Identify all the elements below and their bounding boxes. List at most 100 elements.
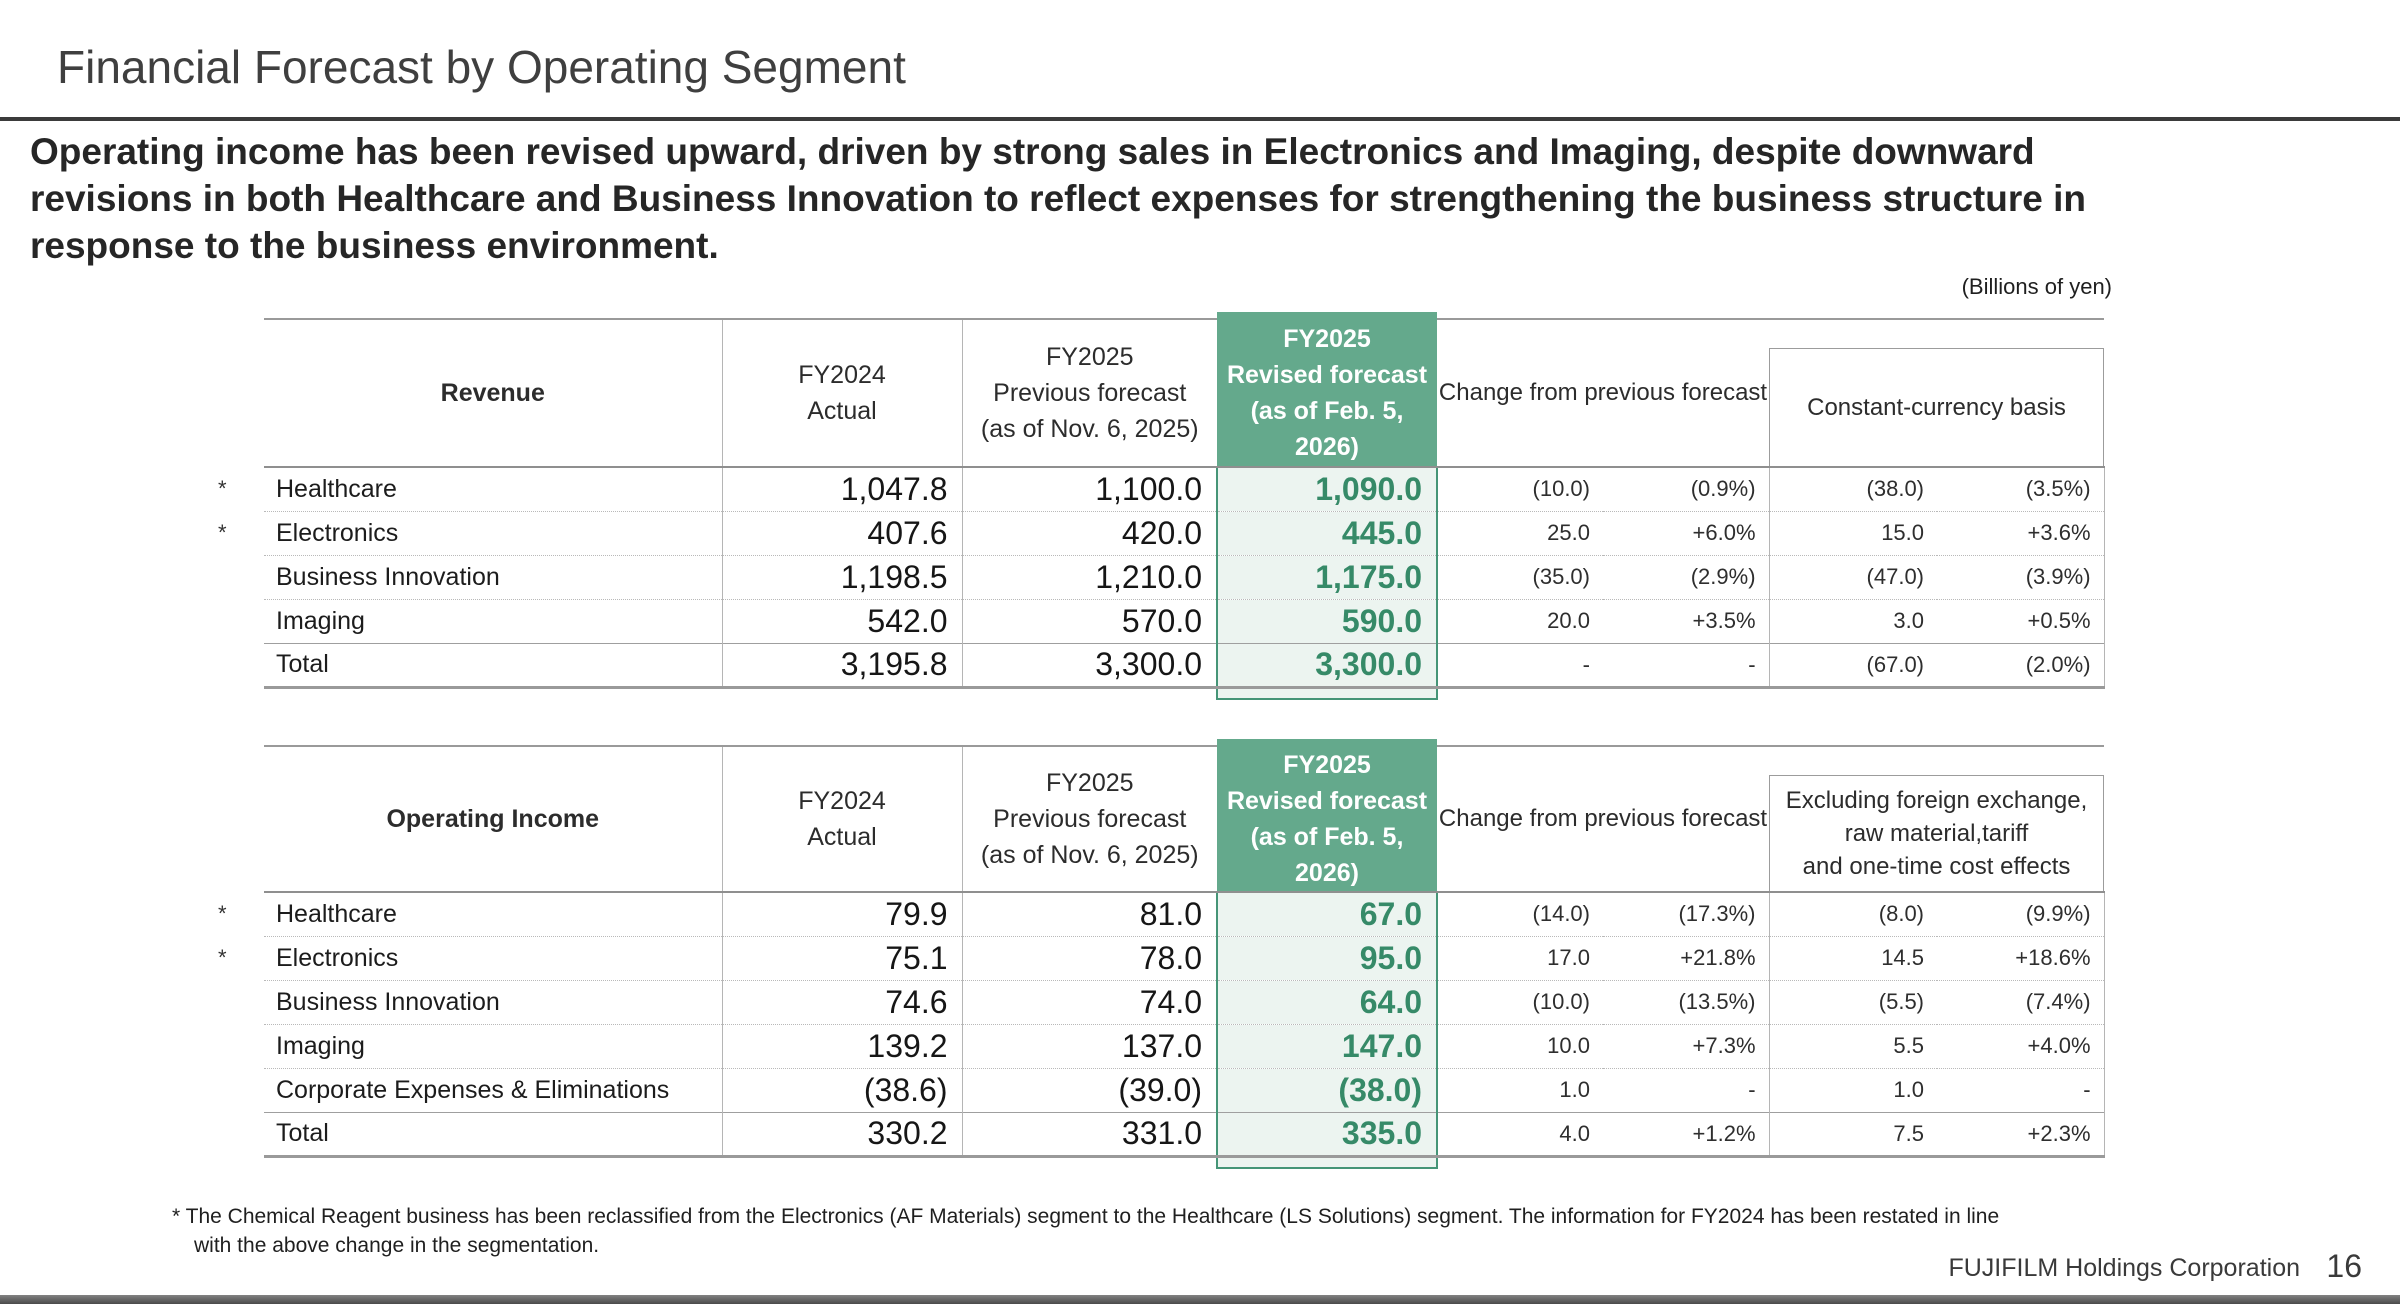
col-header-excluding-effects: Excluding foreign exchange, raw material… xyxy=(1769,745,2105,893)
row-label-text: Total xyxy=(276,650,329,678)
row-label: * Electronics xyxy=(218,935,722,980)
cell-revised-forecast: 445.0 xyxy=(1216,510,1438,555)
cell-revised-forecast: 590.0 xyxy=(1216,598,1438,643)
row-label: * Healthcare xyxy=(218,467,722,511)
revised-value: 1,090.0 xyxy=(1315,470,1422,507)
cell-excluding-value: (8.0) xyxy=(1768,892,1938,936)
row-label: Imaging xyxy=(264,598,722,643)
col-header-revised-text: FY2025 Revised forecast (as of Feb. 5, 2… xyxy=(1226,751,1428,887)
cell-excluding-value: 5.5 xyxy=(1768,1023,1938,1068)
row-label: Total xyxy=(264,1111,722,1158)
cell-revised-forecast: 64.0 xyxy=(1216,979,1438,1024)
cell-revised-forecast: 147.0 xyxy=(1216,1023,1438,1068)
cell-constant-currency-pct: +0.5% xyxy=(1937,598,2105,643)
cell-change-value: 1.0 xyxy=(1437,1067,1603,1112)
cell-constant-currency-value: (67.0) xyxy=(1768,642,1938,689)
cell-previous-forecast: (39.0) xyxy=(961,1067,1217,1112)
col-header-change-text: Change from previous forecast xyxy=(1438,805,1768,832)
cell-excluding-value: 7.5 xyxy=(1768,1111,1938,1158)
asterisk-marker: * xyxy=(218,901,227,927)
col-header-constant-currency: Constant-currency basis xyxy=(1769,318,2105,468)
revised-value: 1,175.0 xyxy=(1315,558,1422,595)
table-row: * Electronics 407.6 420.0 445.0 25.0 +6.0… xyxy=(218,510,2105,555)
title-divider xyxy=(0,117,2400,121)
row-label: Business Innovation xyxy=(264,979,722,1024)
revised-value: 64.0 xyxy=(1359,983,1422,1020)
footnote-line: * The Chemical Reagent business has been… xyxy=(172,1205,2000,1228)
col-header-fy2024-actual: FY2024 Actual xyxy=(721,745,962,893)
cell-change-pct: - xyxy=(1603,1067,1770,1112)
table-title-revenue: Revenue xyxy=(264,318,722,468)
col-header-change: Change from previous forecast xyxy=(1437,318,1770,468)
revised-value: 147.0 xyxy=(1341,1027,1422,1064)
col-header-change: Change from previous forecast xyxy=(1437,745,1770,893)
cell-fy2024-actual: 1,047.8 xyxy=(721,467,962,511)
cell-previous-forecast: 3,300.0 xyxy=(961,642,1217,689)
row-label-text: Imaging xyxy=(276,1031,365,1060)
cell-previous-forecast: 331.0 xyxy=(961,1111,1217,1158)
cell-change-pct: (13.5%) xyxy=(1603,979,1770,1024)
table-row: Corporate Expenses & Eliminations (38.6)… xyxy=(264,1067,2105,1112)
cell-change-pct: +7.3% xyxy=(1603,1023,1770,1068)
cell-constant-currency-pct: +3.6% xyxy=(1937,510,2105,555)
cell-revised-forecast: 67.0 xyxy=(1216,892,1438,936)
table-row-total: Total 330.2 331.0 335.0 4.0 +1.2% 7.5 +2… xyxy=(264,1111,2105,1169)
highlight-column-tail xyxy=(1216,688,1438,700)
row-label-text: Business Innovation xyxy=(276,987,500,1016)
cell-fy2024-actual: 1,198.5 xyxy=(721,554,962,599)
cell-fy2024-actual: 79.9 xyxy=(721,892,962,936)
footnote-line: with the above change in the segmentatio… xyxy=(194,1234,600,1257)
cell-excluding-pct: +18.6% xyxy=(1937,935,2105,980)
summary-text: Operating income has been revised upward… xyxy=(30,128,2086,269)
row-label: Imaging xyxy=(264,1023,722,1068)
table-title-operating-income: Operating Income xyxy=(264,745,722,893)
revised-value: (38.0) xyxy=(1338,1071,1422,1108)
cell-excluding-pct: (7.4%) xyxy=(1937,979,2105,1024)
asterisk-marker: * xyxy=(218,945,227,970)
cell-fy2024-actual: (38.6) xyxy=(721,1067,962,1112)
cell-change-value: (10.0) xyxy=(1532,476,1590,502)
cell-constant-currency-value: (38.0) xyxy=(1768,467,1938,511)
cell-revised-forecast: 1,090.0 xyxy=(1216,467,1438,511)
cell-revised-forecast: 95.0 xyxy=(1216,935,1438,980)
row-label: Total xyxy=(264,642,722,689)
col-header-change-text: Change from previous forecast xyxy=(1438,379,1768,406)
table-row: Imaging 542.0 570.0 590.0 20.0 +3.5% 3.0… xyxy=(264,598,2105,643)
highlight-column-cap xyxy=(1217,312,1437,321)
highlight-column-tail xyxy=(1216,1157,1438,1169)
col-header-revised-forecast: FY2025 Revised forecast (as of Feb. 5, 2… xyxy=(1217,739,1437,893)
cell-fy2024-actual: 542.0 xyxy=(721,598,962,643)
revenue-table: Revenue FY2024 Actual FY2025 Previous fo… xyxy=(218,312,2105,700)
excluding-effects-box: Excluding foreign exchange, raw material… xyxy=(1769,775,2105,891)
constant-currency-box: Constant-currency basis xyxy=(1769,348,2105,466)
asterisk-marker: * xyxy=(218,476,227,502)
cell-excluding-value: (5.5) xyxy=(1768,979,1938,1024)
col-header-revised-text: FY2025 Revised forecast (as of Feb. 5, 2… xyxy=(1226,325,1428,461)
row-label-text: Total xyxy=(276,1119,329,1147)
table-row: Business Innovation 74.6 74.0 64.0 (10.0… xyxy=(264,979,2105,1024)
cell-fy2024-actual: 75.1 xyxy=(721,935,962,980)
cell-change-pct: +1.2% xyxy=(1603,1111,1770,1158)
cell-change-value: (35.0) xyxy=(1437,554,1603,599)
header-row: Operating Income FY2024 Actual FY2025 Pr… xyxy=(264,739,2105,893)
row-label-text: Electronics xyxy=(276,518,399,547)
table-row: * Healthcare 79.9 81.0 67.0 (14.0) (17.3%… xyxy=(218,892,2105,936)
cell-previous-forecast: 81.0 xyxy=(961,892,1217,936)
cell-revised-forecast: 1,175.0 xyxy=(1216,554,1438,599)
col-header-fy2024-actual: FY2024 Actual xyxy=(721,318,962,468)
cell-constant-currency-value: 15.0 xyxy=(1768,510,1938,555)
cell-excluding-value: 14.5 xyxy=(1768,935,1938,980)
row-label: Business Innovation xyxy=(264,554,722,599)
footnote: * The Chemical Reagent business has been… xyxy=(172,1202,1999,1260)
row-label-text: Imaging xyxy=(276,606,365,635)
operating-income-table: Operating Income FY2024 Actual FY2025 Pr… xyxy=(218,739,2105,1169)
col-header-previous-forecast: FY2025 Previous forecast (as of Nov. 6, … xyxy=(961,318,1217,468)
cell-excluding-pct: - xyxy=(1937,1067,2105,1112)
col-header-previous-forecast: FY2025 Previous forecast (as of Nov. 6, … xyxy=(961,745,1217,893)
revised-value: 590.0 xyxy=(1341,602,1422,639)
cell-fy2024-actual: 330.2 xyxy=(721,1111,962,1158)
cell-change-pct: (0.9%) xyxy=(1690,476,1756,502)
revised-value: 67.0 xyxy=(1359,895,1422,932)
col-header-constant-currency-text: Constant-currency basis xyxy=(1807,394,2066,421)
cell-previous-forecast: 74.0 xyxy=(961,979,1217,1024)
